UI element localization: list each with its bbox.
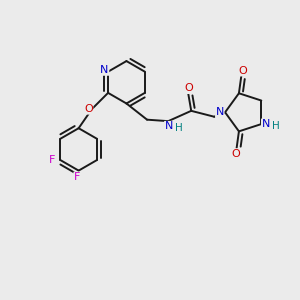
Text: N: N (216, 107, 224, 117)
Text: O: O (232, 149, 240, 159)
Text: F: F (74, 172, 80, 182)
Text: O: O (84, 104, 93, 114)
Text: N: N (100, 65, 109, 75)
Text: N: N (262, 119, 270, 129)
Text: H: H (175, 123, 182, 133)
Text: O: O (238, 66, 247, 76)
Text: N: N (165, 122, 173, 131)
Text: H: H (272, 121, 279, 130)
Text: F: F (49, 155, 55, 165)
Text: O: O (184, 83, 193, 94)
